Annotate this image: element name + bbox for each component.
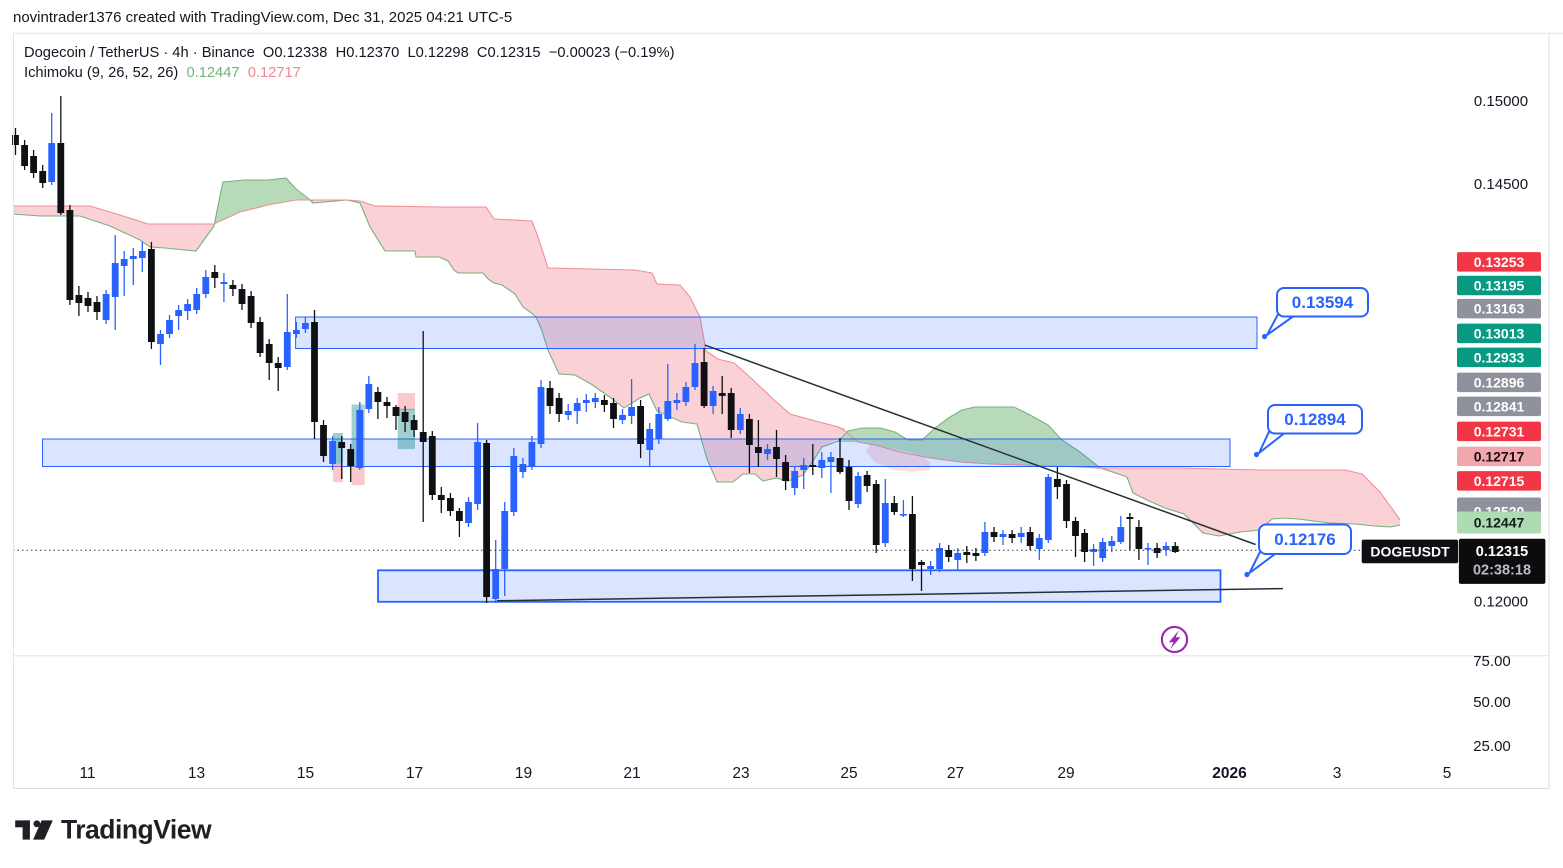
svg-text:0.12841: 0.12841: [1474, 398, 1525, 414]
svg-text:0.12000: 0.12000: [1474, 594, 1528, 611]
svg-text:11: 11: [79, 765, 95, 782]
svg-text:0.13013: 0.13013: [1474, 325, 1525, 341]
svg-text:0.12447: 0.12447: [1474, 515, 1525, 531]
svg-text:17: 17: [406, 765, 423, 782]
svg-text:0.14500: 0.14500: [1474, 176, 1528, 193]
svg-text:0.15000: 0.15000: [1474, 93, 1528, 110]
svg-text:0.13163: 0.13163: [1474, 301, 1525, 317]
svg-text:0.13594: 0.13594: [1292, 293, 1354, 312]
svg-text:19: 19: [515, 765, 532, 782]
svg-text:0.12933: 0.12933: [1474, 349, 1525, 365]
svg-text:0.12715: 0.12715: [1474, 473, 1525, 489]
svg-text:3: 3: [1333, 765, 1342, 782]
svg-text:50.00: 50.00: [1473, 694, 1511, 711]
svg-text:0.13195: 0.13195: [1474, 278, 1525, 294]
svg-text:15: 15: [297, 765, 314, 782]
svg-text:25: 25: [840, 765, 857, 782]
svg-text:27: 27: [947, 765, 964, 782]
svg-text:75.00: 75.00: [1473, 653, 1511, 670]
svg-text:23: 23: [732, 765, 749, 782]
svg-text:DOGEUSDT: DOGEUSDT: [1370, 543, 1450, 559]
svg-text:0.12894: 0.12894: [1284, 410, 1346, 429]
svg-text:21: 21: [623, 765, 640, 782]
svg-text:2026: 2026: [1212, 765, 1247, 782]
svg-text:29: 29: [1057, 765, 1074, 782]
svg-text:25.00: 25.00: [1473, 738, 1511, 755]
svg-text:5: 5: [1443, 765, 1452, 782]
svg-text:0.13253: 0.13253: [1474, 254, 1525, 270]
svg-text:0.12896: 0.12896: [1474, 374, 1525, 390]
svg-text:0.12315: 0.12315: [1476, 544, 1528, 560]
svg-text:TradingView: TradingView: [61, 815, 212, 845]
svg-text:02:38:18: 02:38:18: [1473, 563, 1531, 579]
svg-text:0.12731: 0.12731: [1474, 423, 1525, 439]
svg-text:0.12176: 0.12176: [1274, 530, 1335, 549]
svg-text:13: 13: [188, 765, 205, 782]
svg-text:0.12717: 0.12717: [1474, 448, 1525, 464]
